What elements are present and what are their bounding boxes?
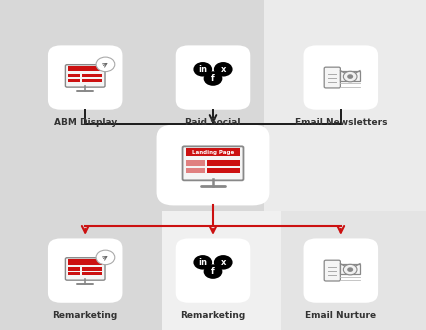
Circle shape [193, 62, 212, 77]
FancyBboxPatch shape [48, 238, 123, 303]
Bar [281, 211, 426, 330]
Bar [207, 168, 240, 173]
Circle shape [204, 71, 222, 86]
Bar [0, 142, 264, 211]
Bar [162, 211, 281, 330]
Bar [264, 142, 426, 211]
Bar [68, 79, 81, 82]
Circle shape [214, 62, 233, 77]
Bar [83, 267, 102, 271]
Circle shape [347, 267, 353, 272]
FancyBboxPatch shape [324, 67, 340, 88]
Circle shape [204, 264, 222, 279]
Bar [340, 264, 360, 274]
Text: Email Newsletters: Email Newsletters [294, 118, 387, 127]
Bar [186, 148, 240, 156]
Circle shape [193, 255, 212, 270]
FancyBboxPatch shape [157, 124, 270, 205]
Text: ABM Display: ABM Display [54, 118, 117, 127]
Bar [68, 272, 81, 275]
Text: Paid Social: Paid Social [185, 118, 241, 127]
Text: in: in [198, 65, 207, 74]
Text: x: x [221, 258, 226, 267]
Bar [68, 74, 81, 78]
Circle shape [343, 71, 357, 82]
FancyBboxPatch shape [182, 147, 244, 180]
FancyBboxPatch shape [66, 258, 105, 280]
Bar [83, 79, 102, 82]
Text: f: f [211, 267, 215, 276]
Bar [0, 0, 264, 142]
FancyBboxPatch shape [304, 45, 378, 110]
Circle shape [347, 74, 353, 79]
Bar [68, 259, 102, 265]
Text: Remarketing: Remarketing [180, 311, 246, 320]
FancyBboxPatch shape [304, 238, 378, 303]
Circle shape [96, 57, 115, 72]
FancyBboxPatch shape [176, 238, 250, 303]
FancyBboxPatch shape [324, 260, 340, 281]
Circle shape [343, 264, 357, 275]
Bar [83, 74, 102, 78]
Bar [0, 211, 162, 330]
FancyBboxPatch shape [66, 65, 105, 87]
Bar [207, 160, 240, 166]
Text: in: in [198, 258, 207, 267]
Text: Email Nurture: Email Nurture [305, 311, 376, 320]
Text: Landing Page: Landing Page [192, 149, 234, 154]
Circle shape [96, 250, 115, 265]
Text: x: x [221, 65, 226, 74]
Bar [264, 0, 426, 142]
Text: f: f [211, 74, 215, 83]
Bar [186, 168, 204, 173]
Bar [68, 66, 102, 72]
FancyBboxPatch shape [176, 45, 250, 110]
Bar [68, 267, 81, 271]
Bar [186, 160, 204, 166]
Bar [340, 71, 360, 81]
FancyBboxPatch shape [48, 45, 123, 110]
Bar [83, 272, 102, 275]
Text: Remarketing: Remarketing [52, 311, 118, 320]
Circle shape [214, 255, 233, 270]
